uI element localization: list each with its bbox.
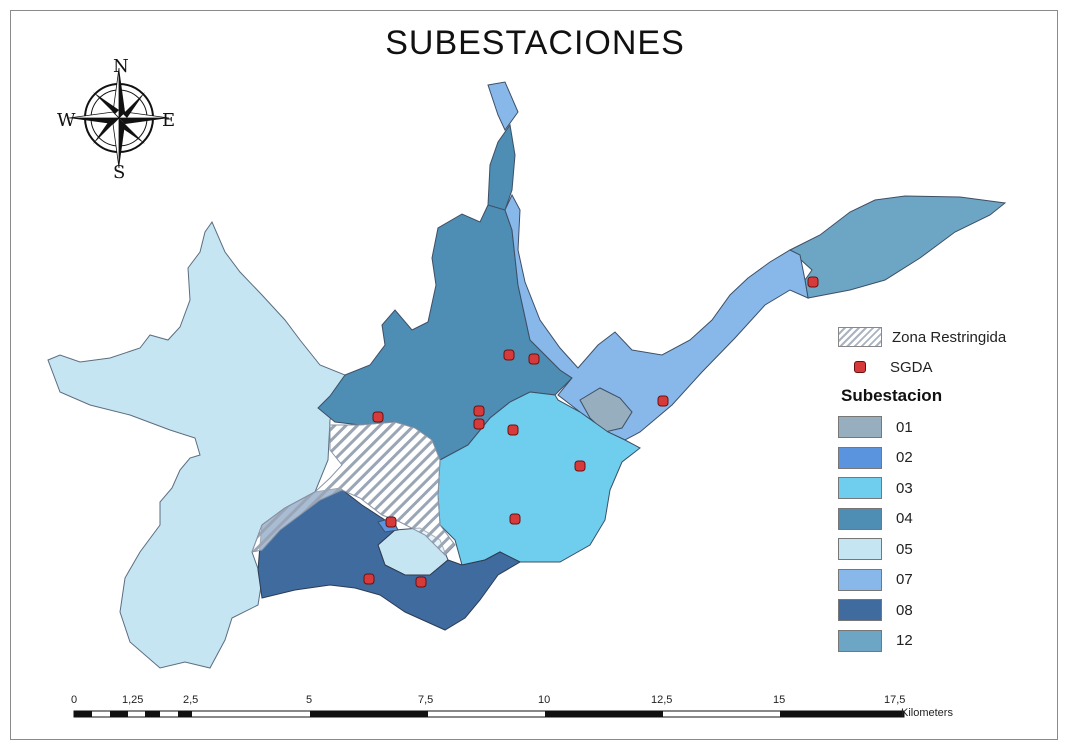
hatch-swatch-icon [838, 327, 882, 347]
sgda-marker[interactable] [473, 418, 485, 430]
sgda-marker[interactable] [807, 276, 819, 288]
compass-s: S [113, 162, 125, 183]
restricted-zone [251, 421, 456, 556]
scale-unit: Kilometers [901, 707, 953, 719]
legend-swatch [838, 446, 882, 469]
legend-swatch [838, 629, 882, 652]
scale-tick-label: 17,5 [884, 694, 905, 706]
sgda-marker[interactable] [415, 576, 427, 588]
legend-heading: Subestacion [841, 386, 943, 405]
region-05 [47, 220, 346, 669]
sgda-marker[interactable] [503, 349, 515, 361]
legend-class-label: 04 [896, 510, 913, 527]
legend-swatch [838, 507, 882, 530]
legend-class-row: 01 [838, 416, 913, 438]
sgda-marker[interactable] [657, 395, 669, 407]
legend-class-label: 12 [896, 632, 913, 649]
legend-class-label: 03 [896, 479, 913, 497]
legend-swatch [838, 568, 882, 591]
map-title: SUBESTACIONES [385, 24, 685, 62]
legend-row-sgda: SGDA [838, 356, 933, 378]
scale-tick-label: 12,5 [651, 694, 672, 706]
region-08 [257, 487, 522, 631]
legend-swatch [838, 599, 882, 621]
region-03 [437, 391, 641, 566]
sgda-marker-icon [854, 361, 866, 373]
legend-class-label: 08 [896, 601, 913, 619]
scale-tick-label: 7,5 [418, 694, 433, 706]
legend-class-row: 05 [838, 538, 913, 560]
sgda-marker[interactable] [473, 405, 485, 417]
legend-row-restricted: Zona Restringida [838, 326, 1006, 348]
sgda-marker[interactable] [363, 573, 375, 585]
compass-rose-icon: N S E W [57, 56, 175, 183]
compass-w: W [57, 110, 76, 131]
scale-tick-label: 15 [773, 694, 785, 706]
sgda-marker[interactable] [385, 516, 397, 528]
scale-bar: 0 1,25 2,5 5 7,5 10 12,5 15 17,5 Kilomet… [71, 694, 953, 719]
legend-class-label: 07 [896, 571, 913, 588]
legend-class-row: 12 [838, 629, 913, 652]
region-07-north [487, 81, 519, 131]
legend-label-restricted: Zona Restringida [892, 328, 1007, 346]
region-07 [504, 193, 809, 441]
legend-class-label: 05 [896, 540, 913, 558]
legend-swatch [838, 477, 882, 499]
legend-class-row: 02 [838, 446, 913, 469]
legend-label-sgda: SGDA [890, 358, 933, 376]
legend-class-row: 08 [838, 599, 913, 621]
scale-tick-label: 0 [71, 694, 77, 706]
sgda-marker[interactable] [528, 353, 540, 365]
legend-class-row: 07 [838, 568, 913, 591]
scale-tick-label: 5 [306, 694, 312, 706]
sgda-marker[interactable] [574, 460, 586, 472]
scale-tick-label: 2,5 [183, 694, 198, 706]
legend-class-label: 02 [896, 449, 913, 466]
legend-class-row: 03 [838, 477, 913, 499]
region-12 [789, 195, 1007, 299]
compass-n: N [113, 56, 129, 77]
scale-tick-label: 1,25 [122, 694, 143, 706]
legend-class-label: 01 [896, 418, 913, 436]
sgda-marker[interactable] [509, 513, 521, 525]
scale-tick-label: 10 [538, 694, 550, 706]
sgda-markers [363, 276, 819, 588]
legend-class-row: 04 [838, 507, 913, 530]
legend-swatch [838, 538, 882, 560]
legend-swatch [838, 416, 882, 438]
sgda-marker[interactable] [507, 424, 519, 436]
compass-e: E [162, 110, 175, 131]
sgda-marker[interactable] [372, 411, 384, 423]
